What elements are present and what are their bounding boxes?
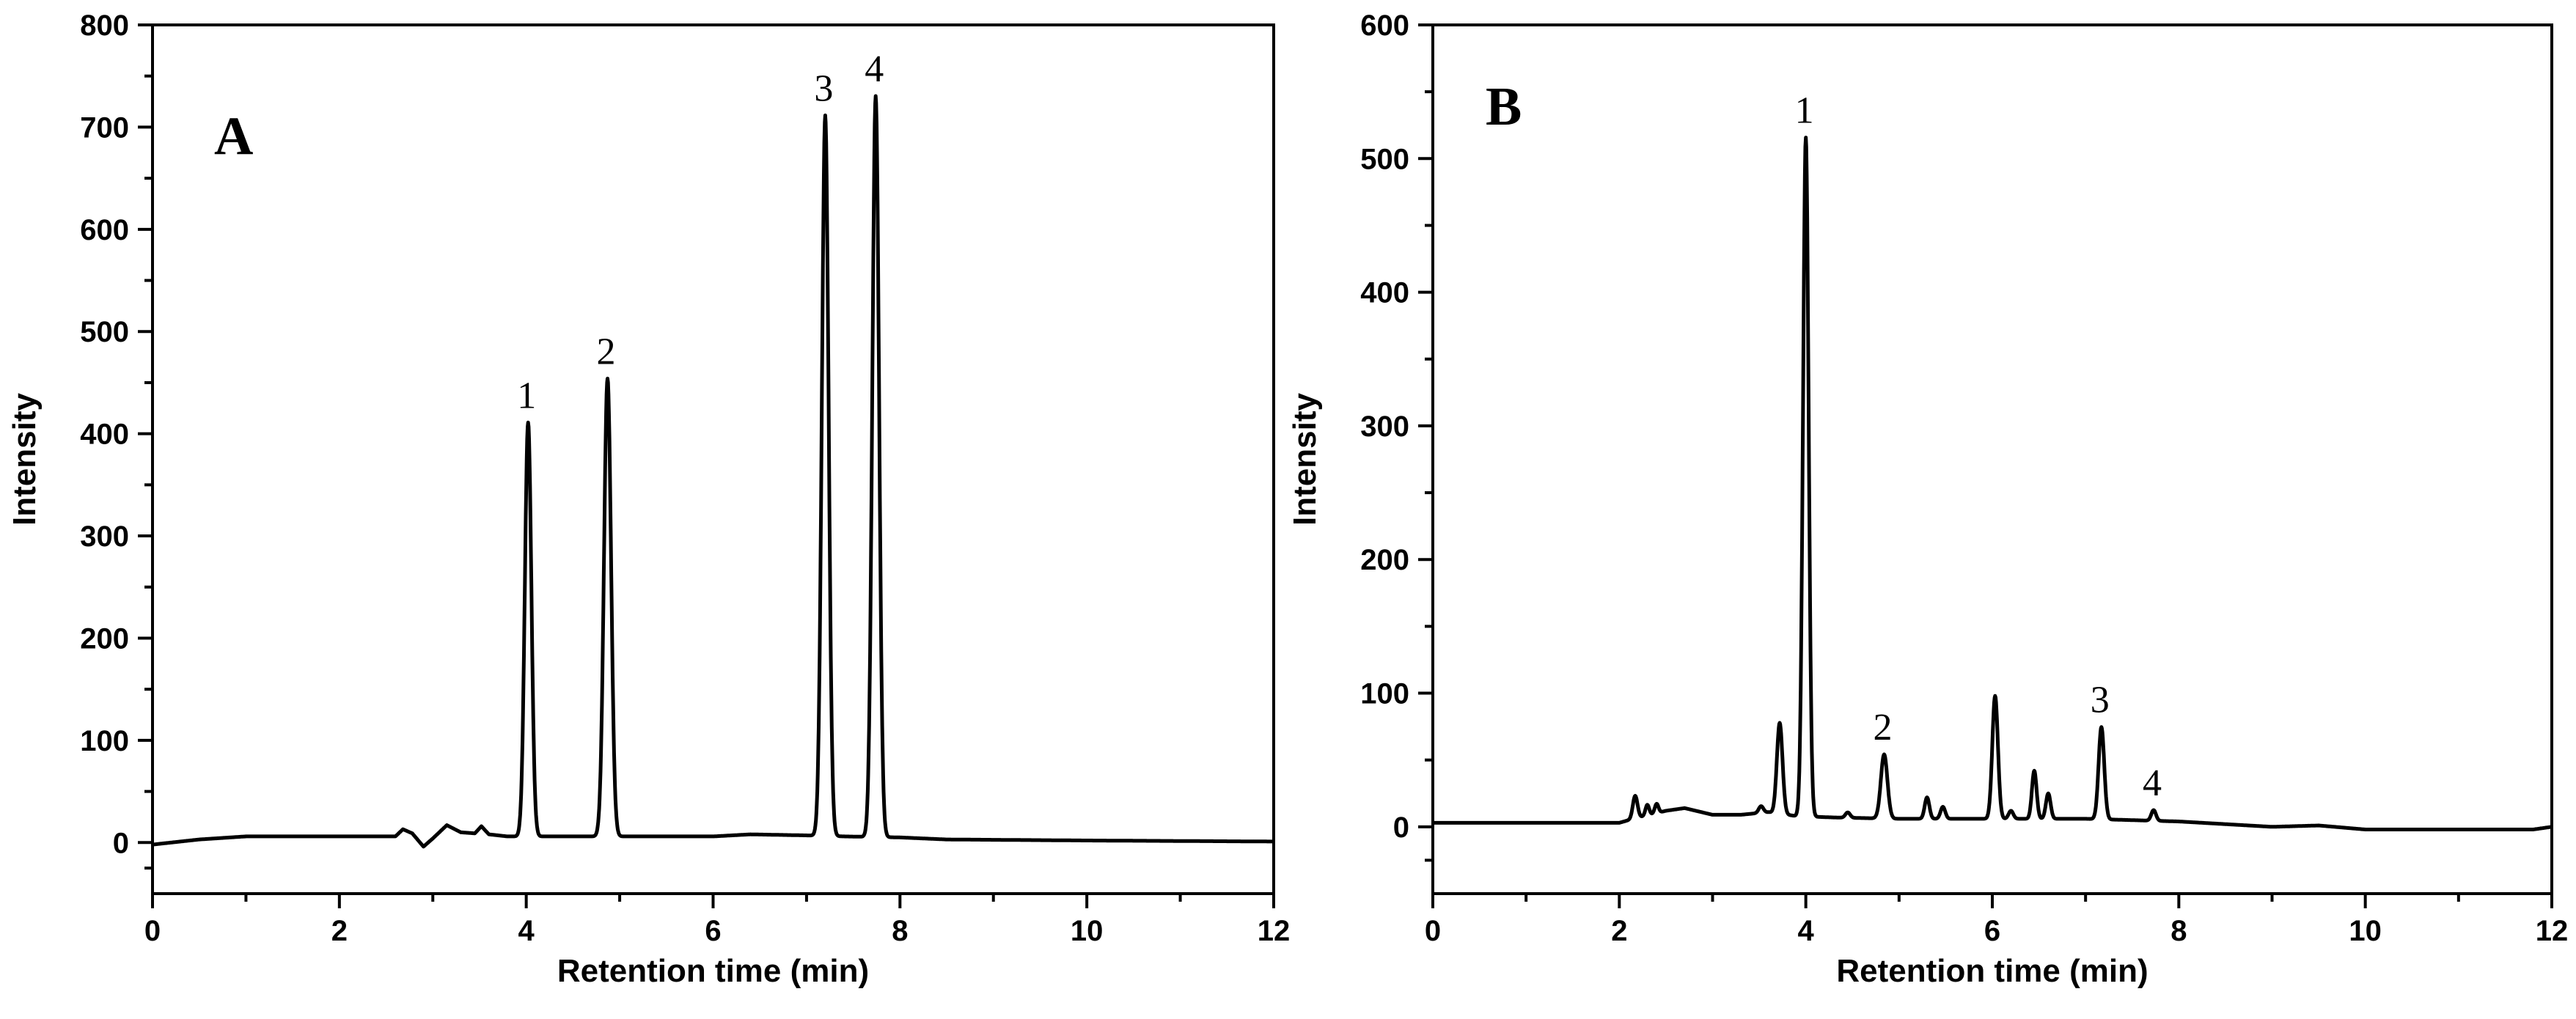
y-tick-label: 300: [1360, 411, 1409, 443]
x-tick-label: 8: [892, 915, 908, 947]
x-tick-label: 6: [1984, 915, 2000, 947]
peak-label: 1: [517, 375, 536, 416]
x-tick-label: 12: [1258, 915, 1291, 947]
x-tick-label: 6: [705, 915, 721, 947]
y-tick-label: 200: [80, 622, 129, 655]
x-tick-label: 4: [1798, 915, 1815, 947]
chromatogram-trace: [151, 94, 1275, 849]
x-tick-label: 8: [2170, 915, 2187, 947]
y-tick-label: 500: [80, 316, 129, 348]
y-tick-label: 0: [1393, 812, 1409, 844]
x-tick-label: 0: [144, 915, 161, 947]
y-tick-label: 200: [1360, 544, 1409, 576]
peak-label: 4: [865, 48, 884, 90]
panel-label: B: [1486, 77, 1522, 137]
axis-ticks: [1418, 23, 2553, 908]
x-tick-label: 0: [1425, 915, 1441, 947]
y-axis-title: Intensity: [1287, 393, 1323, 526]
plot-frame: [151, 23, 1275, 895]
peak-label: 1: [1795, 90, 1814, 132]
y-tick-label: 800: [80, 10, 129, 42]
y-tick-label: 400: [80, 419, 129, 451]
y-tick-label: 300: [80, 520, 129, 553]
x-tick-label: 10: [2349, 915, 2382, 947]
x-tick-label: 12: [2536, 915, 2569, 947]
panel-label: A: [214, 106, 253, 166]
chromatogram-trace: [1431, 136, 2553, 831]
x-axis-title: Retention time (min): [557, 953, 869, 989]
x-tick-label: 2: [1611, 915, 1627, 947]
axis-ticks: [138, 23, 1275, 908]
y-axis-title: Intensity: [7, 393, 43, 526]
peak-label: 3: [814, 67, 833, 109]
x-tick-label: 4: [518, 915, 535, 947]
y-tick-label: 100: [80, 725, 129, 757]
y-tick-label: 400: [1360, 277, 1409, 309]
x-tick-label: 2: [331, 915, 348, 947]
y-tick-label: 700: [80, 111, 129, 144]
peak-labels: 1 2 34: [1795, 90, 2162, 804]
peak-label: 4: [2143, 762, 2162, 804]
peak-label: 2: [597, 331, 616, 372]
y-tick-label: 100: [1360, 678, 1409, 710]
peak-label: 2: [1873, 707, 1892, 748]
y-tick-label: 500: [1360, 143, 1409, 175]
y-tick-label: 0: [113, 827, 129, 859]
y-tick-label: 600: [1360, 10, 1409, 42]
x-tick-label: 10: [1071, 915, 1104, 947]
x-axis-title: Retention time (min): [1836, 953, 2148, 989]
peak-label: 3: [2091, 680, 2110, 721]
y-tick-label: 600: [80, 214, 129, 246]
